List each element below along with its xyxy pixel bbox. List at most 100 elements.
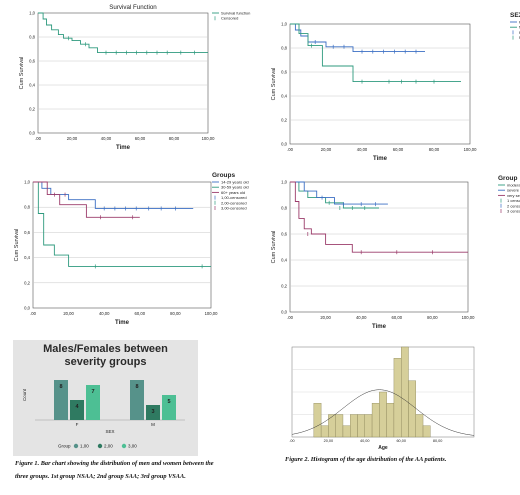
histogram-x-tick-label: 40,00 bbox=[360, 439, 370, 443]
y-tick-label: 0,6 bbox=[29, 59, 35, 64]
histogram-bar bbox=[328, 414, 336, 438]
x-tick-label: 40,00 bbox=[101, 136, 112, 141]
bar-value-label: 7 bbox=[91, 389, 94, 395]
survival-step-line bbox=[38, 12, 208, 54]
y-tick-label: 1,0 bbox=[281, 22, 287, 27]
bar-legend-title: Group bbox=[58, 444, 71, 449]
y-axis-label: Cum Survival bbox=[14, 229, 20, 262]
bar-value-label: 8 bbox=[135, 384, 138, 390]
legend-label: 30-59 years old bbox=[221, 185, 249, 190]
plot-frame bbox=[289, 181, 469, 313]
y-tick-label: 0,2 bbox=[29, 107, 35, 112]
x-tick-label: 60,00 bbox=[135, 311, 146, 316]
histogram-bar bbox=[371, 403, 380, 438]
histogram-bar bbox=[400, 346, 409, 438]
histogram-bar bbox=[320, 425, 329, 438]
histogram-bar bbox=[350, 414, 358, 438]
y-tick-label: 0,0 bbox=[29, 131, 35, 136]
bar-x-axis-label: SEX bbox=[105, 429, 114, 434]
y-tick-label: 0,4 bbox=[29, 83, 35, 88]
legend-label: moderately severe bbox=[507, 183, 520, 188]
y-tick-label: 0,8 bbox=[281, 206, 287, 211]
x-tick-label: 100,00 bbox=[205, 311, 218, 316]
survival-step-line bbox=[290, 23, 461, 83]
y-tick-label: 0,2 bbox=[281, 284, 287, 289]
figure2-caption: Figure 2. Histogram of the age distribut… bbox=[285, 456, 447, 463]
histogram-x-axis-label: Age bbox=[378, 445, 388, 451]
bar bbox=[130, 380, 144, 420]
bar-chart-plot: Count 8 4 7 F 8 3 5 M SEX Group 1,00 2,00 3,00 bbox=[22, 380, 185, 449]
sex-survival-chart: 0,0 0,2 0,4 0,6 0,8 1,0 .00 20,00 40,00 60,00 80,0… bbox=[260, 0, 520, 160]
bar-value-label: 5 bbox=[167, 399, 170, 405]
legend-title: Group bbox=[498, 175, 518, 182]
histogram-bar bbox=[379, 391, 387, 438]
legend-title: SEX bbox=[510, 12, 520, 19]
legend-label: 2 censored bbox=[507, 203, 520, 208]
x-tick-label: 80,00 bbox=[170, 311, 181, 316]
histogram-x-tick-label: .00 bbox=[289, 439, 294, 443]
histogram-bar bbox=[335, 414, 344, 438]
y-tick-label: 0,6 bbox=[281, 70, 287, 75]
x-tick-label: 40,00 bbox=[356, 315, 367, 320]
legend-label: 2,00-censored bbox=[221, 200, 247, 205]
y-axis-label: Cum Survival bbox=[271, 231, 277, 264]
x-tick-label: 80,00 bbox=[169, 136, 180, 141]
legend-label: 3 censored bbox=[507, 209, 520, 214]
histogram-bar bbox=[393, 358, 402, 438]
bar-value-label: 3 bbox=[151, 409, 154, 415]
x-axis-label: Time bbox=[115, 320, 130, 326]
x-axis-label: Time bbox=[372, 324, 387, 330]
x-tick-label: 60,00 bbox=[135, 136, 146, 141]
bar-category-label: M bbox=[151, 422, 155, 427]
x-tick-label: 80,00 bbox=[427, 315, 438, 320]
y-tick-label: 0,0 bbox=[281, 310, 287, 315]
y-tick-label: 0,0 bbox=[281, 142, 287, 147]
figure1-caption: Figure 1. Bar chart showing the distribu… bbox=[15, 460, 214, 480]
x-tick-label: .00 bbox=[287, 315, 293, 320]
bar bbox=[146, 405, 160, 420]
bar-value-label: 4 bbox=[75, 404, 79, 410]
legend-label: 1 censored bbox=[507, 198, 520, 203]
x-tick-label: 20,00 bbox=[320, 315, 331, 320]
y-tick-label: 0,0 bbox=[24, 306, 30, 311]
legend-label: severe bbox=[507, 188, 520, 193]
survival-step-line bbox=[33, 181, 140, 218]
x-tick-label: 60,00 bbox=[392, 315, 403, 320]
legend-label: 60+ years old bbox=[221, 190, 245, 195]
sex-survival-plot: 0,0 0,2 0,4 0,6 0,8 1,0 .00 20,00 40,00 60,00 80,0… bbox=[271, 12, 520, 160]
x-tick-label: 100,00 bbox=[464, 147, 477, 152]
bar bbox=[70, 400, 84, 420]
y-tick-label: 1,0 bbox=[29, 11, 35, 16]
y-tick-label: 0,4 bbox=[281, 258, 287, 263]
plot-frame bbox=[32, 181, 212, 309]
legend-label: 1,00-censored bbox=[221, 195, 247, 200]
histogram-bar bbox=[313, 403, 322, 438]
legend-label: 3,00-censored bbox=[221, 206, 247, 211]
legend-label: Survival function bbox=[221, 11, 250, 16]
bar-legend-label: 3,00 bbox=[128, 444, 137, 449]
x-tick-label: 80,00 bbox=[429, 147, 440, 152]
x-tick-label: 40,00 bbox=[357, 147, 368, 152]
bar-legend-label: 2,00 bbox=[104, 444, 113, 449]
legend-label: Censored bbox=[221, 16, 238, 21]
y-tick-label: 0,2 bbox=[24, 280, 30, 285]
age-histogram-plot: .00 20,00 40,00 60,00 80,00 Age bbox=[289, 346, 475, 451]
histogram-bar bbox=[364, 414, 373, 438]
severity-survival-chart: 0,0 0,2 0,4 0,6 0,8 1,0 .00 20,00 40,00 60,00 80,0… bbox=[260, 168, 520, 338]
survival-function-chart: 0,0 0,2 0,4 0,6 0,8 1,0 .00 20,00 40,00 60,00 80,0… bbox=[0, 0, 260, 160]
bar-chart-title: Males/Females between severity groups bbox=[43, 343, 168, 368]
bar-legend-swatch bbox=[97, 443, 103, 449]
y-tick-label: 0,2 bbox=[281, 118, 287, 123]
bar-value-label: 8 bbox=[59, 384, 62, 390]
y-axis-label: Cum Survival bbox=[271, 68, 277, 101]
bar bbox=[86, 385, 100, 420]
age-histogram-chart: .00 20,00 40,00 60,00 80,00 Age bbox=[280, 343, 480, 451]
legend-label: 14-29 years old bbox=[221, 180, 249, 185]
histogram-bar bbox=[386, 403, 395, 438]
x-tick-label: 40,00 bbox=[99, 311, 110, 316]
plot-frame bbox=[37, 12, 209, 134]
bar-legend-swatch bbox=[121, 443, 127, 449]
x-tick-label: 20,00 bbox=[67, 136, 78, 141]
histogram-bar bbox=[408, 380, 416, 438]
bar bbox=[54, 380, 68, 420]
